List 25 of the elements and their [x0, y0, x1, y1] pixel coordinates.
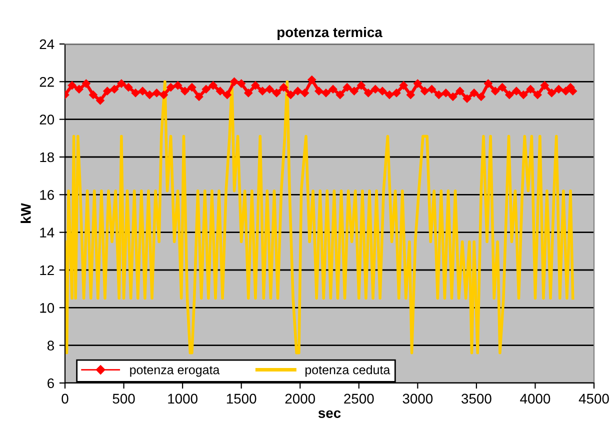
x-axis-title: sec: [318, 410, 341, 418]
x-tick-label: 3000: [402, 394, 433, 404]
y-tick-label: 22: [40, 77, 54, 87]
chart-title: potenza termica: [278, 26, 382, 40]
x-tick-label: 0: [62, 394, 68, 404]
x-tick-label: 3500: [462, 394, 492, 404]
x-tick-label: 4500: [578, 394, 609, 404]
x-tick-label: 2000: [285, 394, 316, 404]
y-tick-label: 8: [47, 340, 54, 351]
legend-label: potenza erogata: [130, 366, 220, 377]
y-tick-label: 20: [40, 114, 54, 125]
y-tick-label: 24: [40, 39, 54, 50]
x-tick-label: 500: [112, 394, 135, 404]
y-tick-label: 14: [40, 228, 54, 238]
y-tick-label: 12: [40, 265, 54, 276]
x-tick-label: 1000: [168, 394, 198, 404]
legend-label: potenza ceduta: [305, 365, 390, 377]
y-tick-label: 18: [40, 152, 54, 162]
y-axis-title: kW: [20, 203, 31, 223]
x-tick-label: 4000: [520, 394, 550, 404]
x-tick-label: 2500: [344, 394, 374, 404]
y-tick-label: 6: [48, 378, 54, 388]
y-tick-label: 16: [40, 190, 54, 200]
y-tick-label: 10: [40, 303, 54, 313]
x-tick-label: 1500: [226, 394, 256, 404]
